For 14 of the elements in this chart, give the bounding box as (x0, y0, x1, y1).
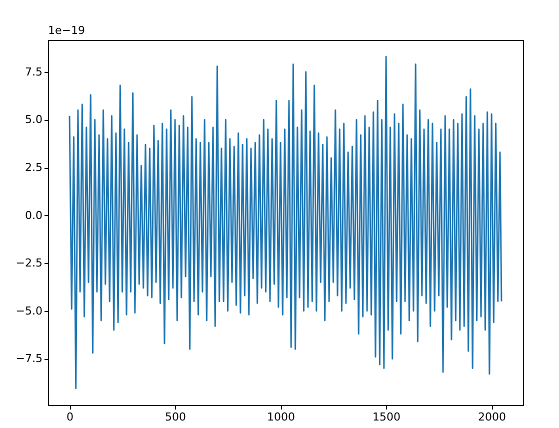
x-tick-label: 1500 (372, 410, 401, 424)
x-tick-label: 0 (66, 410, 74, 424)
x-tick-label: 1000 (267, 410, 296, 424)
y-tick-label: −2.5 (16, 256, 42, 270)
y-tick-label: −5.0 (16, 304, 42, 318)
y-tick-label: 5.0 (25, 113, 42, 126)
y-tick-label: 0.0 (25, 208, 42, 222)
y-tick-label: 7.5 (25, 65, 42, 78)
x-tick-label: 2000 (478, 410, 506, 424)
y-tick-label: −7.5 (16, 352, 42, 366)
x-tick-label: 500 (165, 410, 186, 424)
line-series (68, 56, 502, 390)
y-tick-label: 2.5 (25, 161, 42, 174)
text: 1e−19 (48, 24, 85, 37)
